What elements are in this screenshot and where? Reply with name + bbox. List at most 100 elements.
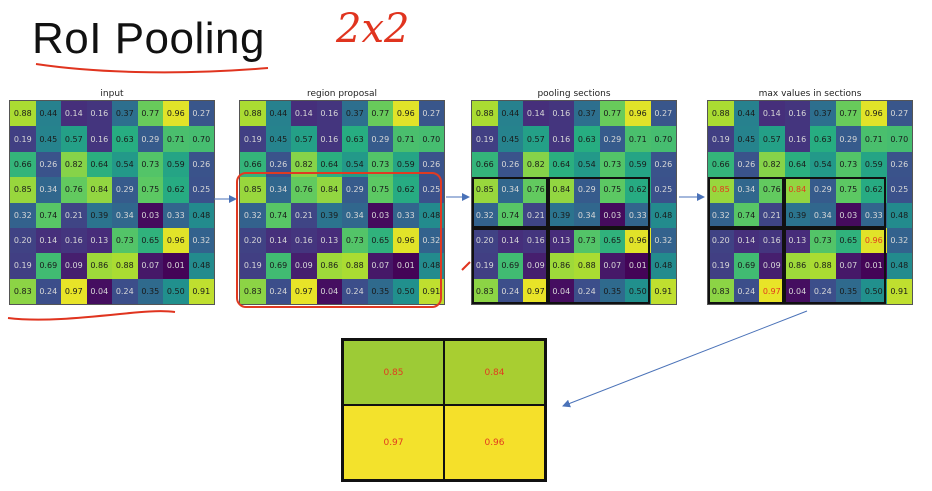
grid-cell: 0.66 — [708, 151, 734, 178]
grid-cell: 0.57 — [61, 126, 87, 152]
grid-cell: 0.66 — [472, 151, 498, 178]
grid-cell: 0.44 — [35, 101, 61, 127]
grid-cell: 0.57 — [759, 126, 785, 152]
grid-cell: 0.85 — [10, 177, 36, 203]
panel-title: input — [100, 89, 124, 99]
grid-cell: 0.27 — [886, 101, 912, 127]
grid-cell: 0.32 — [650, 227, 676, 254]
grid-cell: 0.48 — [886, 202, 912, 228]
grid-cell: 0.97 — [523, 278, 549, 304]
grid-cell: 0.19 — [240, 253, 266, 279]
grid-cell: 0.32 — [472, 202, 498, 228]
grid-cell: 0.14 — [35, 227, 61, 254]
grid-cell: 0.34 — [342, 202, 368, 228]
grid-cell: 0.50 — [393, 278, 419, 304]
grid-cell: 0.96 — [163, 101, 189, 127]
grid-cell: 0.26 — [35, 151, 61, 178]
grid-cell: 0.29 — [835, 126, 861, 152]
grid-cell: 0.71 — [625, 126, 651, 152]
grid-cell: 0.76 — [759, 177, 785, 203]
grid-cell: 0.19 — [708, 126, 734, 152]
grid-cell: 0.35 — [599, 278, 625, 304]
grid-cell: 0.62 — [163, 177, 189, 203]
grid-cell: 0.73 — [342, 227, 368, 254]
grid-cell: 0.32 — [240, 202, 266, 228]
grid-cell: 0.88 — [240, 101, 266, 127]
grid-cell: 0.71 — [163, 126, 189, 152]
grid-cell: 0.96 — [393, 227, 419, 254]
pooling-grid: 0.88 0.44 0.14 0.16 0.37 0.77 0.96 0.27 0.19 0.45… — [471, 100, 677, 305]
grid-cell: 0.62 — [861, 177, 887, 203]
grid-cell: 0.57 — [523, 126, 549, 152]
grid-cell: 0.04 — [784, 278, 810, 304]
region-proposal-marker — [236, 172, 442, 308]
grid-cell: 0.20 — [472, 227, 498, 254]
grid-cell: 0.84 — [784, 177, 810, 203]
grid-cell: 0.39 — [316, 202, 342, 228]
grid-cell: 0.19 — [472, 253, 498, 279]
grid-cell: 0.48 — [418, 202, 444, 228]
panel-title: region proposal — [307, 89, 377, 99]
grid-cell: 0.88 — [10, 101, 36, 127]
grid-cell: 0.88 — [574, 253, 600, 279]
grid-cell: 0.76 — [523, 177, 549, 203]
grid-cell: 0.64 — [548, 151, 574, 178]
grid-cell: 0.82 — [759, 151, 785, 178]
panel-region-proposal: region proposal 0.88 0.44 0.14 0.16 0.37 0.77… — [239, 89, 445, 305]
grid-cell: 0.24 — [35, 278, 61, 304]
grid-cell: 0.16 — [784, 101, 810, 127]
grid-cell: 0.70 — [188, 126, 214, 152]
grid-cell: 0.96 — [625, 101, 651, 127]
grid-cell: 0.50 — [625, 278, 651, 304]
grid-cell: 0.32 — [10, 202, 36, 228]
grid-cell: 0.24 — [112, 278, 138, 304]
grid-cell: 0.63 — [574, 126, 600, 152]
grid-cell: 0.24 — [574, 278, 600, 304]
grid-cell: 0.39 — [548, 202, 574, 228]
grid-cell: 0.86 — [86, 253, 112, 279]
grid-cell: 0.96 — [393, 101, 419, 127]
grid-cell: 0.50 — [861, 278, 887, 304]
grid-cell: 0.01 — [163, 253, 189, 279]
grid-cell: 0.16 — [86, 101, 112, 127]
grid-cell: 0.13 — [86, 227, 112, 254]
grid-cell: 0.63 — [112, 126, 138, 152]
grid-cell: 0.91 — [650, 278, 676, 304]
grid-cell: 0.32 — [886, 227, 912, 254]
grid-cell: 0.19 — [472, 126, 498, 152]
grid-cell: 0.19 — [240, 126, 266, 152]
grid-cell: 0.73 — [810, 227, 836, 254]
grid-cell: 0.32 — [188, 227, 214, 254]
grid-cell: 0.54 — [810, 151, 836, 178]
grid-cell: 0.71 — [393, 126, 419, 152]
grid-cell: 0.20 — [10, 227, 36, 254]
grid-cell: 0.77 — [137, 101, 163, 127]
grid-cell: 0.84 — [86, 177, 112, 203]
grid-cell: 0.77 — [835, 101, 861, 127]
grid-cell: 0.21 — [61, 202, 87, 228]
grid-cell: 0.45 — [35, 126, 61, 152]
grid-cell: 0.48 — [650, 202, 676, 228]
grid-cell: 0.27 — [418, 101, 444, 127]
red-tick-mark — [461, 261, 471, 271]
grid-cell: 0.82 — [523, 151, 549, 178]
grid-cell: 0.14 — [61, 101, 87, 127]
grid-cell: 0.32 — [418, 227, 444, 254]
maxval-grid: 0.88 0.44 0.14 0.16 0.37 0.77 0.96 0.27 0.19 0.45… — [707, 100, 913, 305]
grid-cell: 0.83 — [708, 278, 734, 304]
grid-cell: 0.20 — [708, 227, 734, 254]
grid-cell: 0.34 — [810, 202, 836, 228]
grid-cell: 0.25 — [188, 177, 214, 203]
grid-cell: 0.85 — [708, 177, 734, 203]
grid-cell: 0.07 — [137, 253, 163, 279]
grid-cell: 0.19 — [10, 126, 36, 152]
grid-cell: 0.16 — [759, 227, 785, 254]
panel-title: pooling sections — [537, 89, 611, 99]
grid-cell: 0.14 — [523, 101, 549, 127]
grid-cell: 0.64 — [86, 151, 112, 178]
grid-cell: 0.33 — [625, 202, 651, 228]
grid-cell: 0.73 — [835, 151, 861, 178]
grid-cell: 0.76 — [61, 177, 87, 203]
grid-cell: 0.75 — [367, 177, 393, 203]
